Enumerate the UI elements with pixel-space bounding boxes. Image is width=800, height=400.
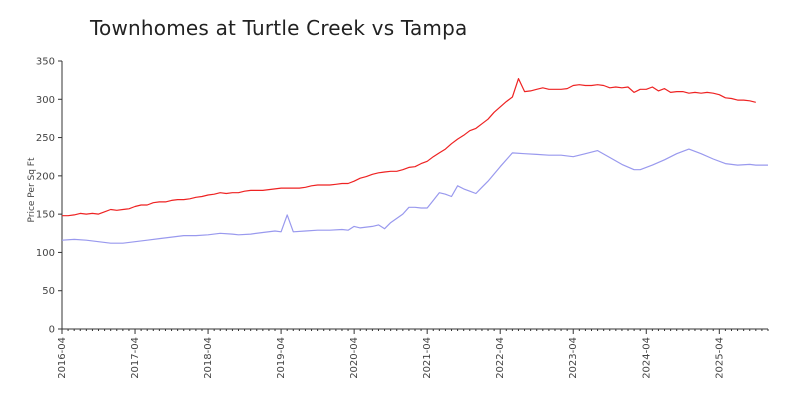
y-tick-label: 150 [36,210,55,221]
x-tick-label: 2024-04 [641,337,652,379]
y-tick-label: 50 [42,286,55,297]
y-tick-label: 100 [36,248,55,259]
series-line-1 [62,78,756,217]
y-tick-label: 250 [36,133,55,144]
series-line-2 [61,148,768,244]
x-tick-label: 2022-04 [495,337,506,379]
y-tick-label: 200 [36,171,55,182]
y-tick-label: 0 [49,325,55,336]
x-tick-label: 2017-04 [130,337,141,379]
x-tick-label: 2020-04 [349,337,360,379]
x-tick-label: 2025-04 [714,337,725,379]
y-tick-label: 300 [36,95,55,106]
x-tick-label: 2023-04 [568,337,579,379]
chart-title: Townhomes at Turtle Creek vs Tampa [90,16,468,40]
axes: 0 50 100 150 200 250 300 350 2016-04 2017-04 2018-… [27,57,769,379]
x-tick-label: 2016-04 [57,337,68,379]
y-tick-label: 350 [36,57,55,68]
x-tick-label: 2018-04 [203,337,214,379]
x-tick-label: 2021-04 [422,337,433,379]
series-group [61,78,768,244]
x-tick-label: 2019-04 [276,337,287,379]
y-axis-title: Price Per Sq Ft [27,157,37,222]
